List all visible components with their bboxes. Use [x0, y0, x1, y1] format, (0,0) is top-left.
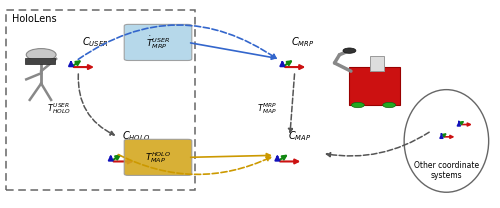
Circle shape — [383, 102, 396, 108]
Text: $T^{MRP}_{MAP}$: $T^{MRP}_{MAP}$ — [257, 101, 278, 116]
Text: $C_{HOLO}$: $C_{HOLO}$ — [122, 129, 150, 143]
FancyBboxPatch shape — [370, 56, 384, 71]
FancyBboxPatch shape — [26, 58, 54, 64]
Text: $\dot{T}^{USER}_{MRP}$: $\dot{T}^{USER}_{MRP}$ — [146, 34, 170, 51]
Text: $C_{MAP}$: $C_{MAP}$ — [288, 129, 312, 143]
FancyBboxPatch shape — [124, 139, 192, 175]
Circle shape — [26, 49, 56, 61]
Text: Other coordinate
systems: Other coordinate systems — [414, 161, 479, 180]
Circle shape — [352, 102, 364, 108]
Circle shape — [343, 48, 356, 53]
Text: $T^{HOLO}_{MAP}$: $T^{HOLO}_{MAP}$ — [145, 150, 171, 165]
FancyBboxPatch shape — [124, 24, 192, 61]
Text: $T^{USER}_{HOLO}$: $T^{USER}_{HOLO}$ — [46, 101, 70, 116]
FancyBboxPatch shape — [350, 67, 400, 105]
Text: $C_{USER}$: $C_{USER}$ — [82, 35, 108, 49]
Text: $C_{MRP}$: $C_{MRP}$ — [292, 35, 315, 49]
Text: HoloLens: HoloLens — [12, 14, 57, 24]
